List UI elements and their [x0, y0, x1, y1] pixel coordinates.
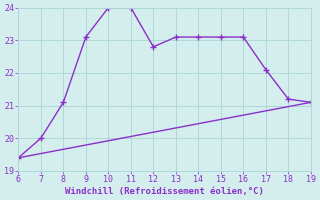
- X-axis label: Windchill (Refroidissement éolien,°C): Windchill (Refroidissement éolien,°C): [65, 187, 264, 196]
